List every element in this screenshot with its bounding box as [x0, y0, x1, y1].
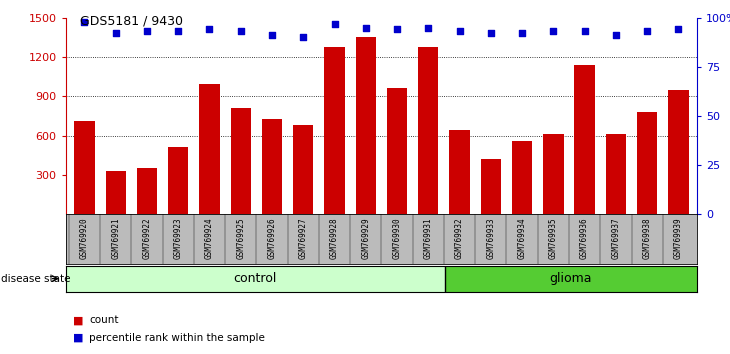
Point [172, 29, 184, 34]
Bar [637, 112, 657, 214]
Text: GSM769926: GSM769926 [267, 217, 277, 259]
Text: GSM769932: GSM769932 [455, 217, 464, 259]
Point [672, 27, 684, 32]
Point [328, 21, 340, 27]
Text: GSM769928: GSM769928 [330, 217, 339, 259]
Text: GSM769923: GSM769923 [174, 217, 182, 259]
Text: GSM769924: GSM769924 [205, 217, 214, 259]
Text: GSM769931: GSM769931 [424, 217, 433, 259]
Text: disease state: disease state [1, 274, 71, 284]
Bar [231, 108, 251, 214]
Point [79, 19, 91, 24]
Point [485, 30, 496, 36]
Bar [324, 46, 345, 214]
Point [297, 34, 309, 40]
Bar [137, 168, 157, 214]
Bar [293, 125, 313, 214]
Text: GSM769934: GSM769934 [518, 217, 526, 259]
Bar [168, 147, 188, 214]
Bar [543, 133, 564, 214]
Bar [199, 85, 220, 214]
Bar [575, 65, 595, 214]
Text: GSM769922: GSM769922 [142, 217, 152, 259]
Text: GSM769921: GSM769921 [111, 217, 120, 259]
Text: control: control [234, 272, 277, 285]
Point [423, 25, 434, 30]
Bar [606, 133, 626, 214]
Text: GSM769935: GSM769935 [549, 217, 558, 259]
Text: GSM769920: GSM769920 [80, 217, 89, 259]
Bar [106, 171, 126, 214]
Point [454, 29, 466, 34]
Text: GDS5181 / 9430: GDS5181 / 9430 [80, 14, 183, 27]
Point [391, 27, 403, 32]
Bar [356, 37, 376, 214]
Text: GSM769929: GSM769929 [361, 217, 370, 259]
Point [548, 29, 559, 34]
Text: GSM769936: GSM769936 [580, 217, 589, 259]
Text: GSM769938: GSM769938 [642, 217, 652, 259]
Point [360, 25, 372, 30]
Bar [387, 88, 407, 214]
Text: GSM769927: GSM769927 [299, 217, 308, 259]
Point [641, 29, 653, 34]
Bar [668, 90, 688, 214]
Bar [74, 121, 95, 214]
Text: GSM769937: GSM769937 [611, 217, 620, 259]
Text: GSM769930: GSM769930 [393, 217, 402, 259]
Text: ■: ■ [73, 315, 83, 325]
Bar [262, 119, 283, 214]
Text: GSM769933: GSM769933 [486, 217, 496, 259]
Point [204, 27, 215, 32]
Bar [66, 266, 445, 292]
Bar [450, 130, 469, 214]
Point [266, 33, 278, 38]
Point [610, 33, 622, 38]
Text: ■: ■ [73, 333, 83, 343]
Point [235, 29, 247, 34]
Bar [512, 141, 532, 214]
Point [579, 29, 591, 34]
Text: GSM769925: GSM769925 [237, 217, 245, 259]
Bar [445, 266, 697, 292]
Point [516, 30, 528, 36]
Bar [418, 47, 439, 214]
Text: percentile rank within the sample: percentile rank within the sample [89, 333, 265, 343]
Bar [480, 159, 501, 214]
Text: count: count [89, 315, 118, 325]
Text: glioma: glioma [550, 272, 592, 285]
Point [141, 29, 153, 34]
Point [110, 30, 122, 36]
Text: GSM769939: GSM769939 [674, 217, 683, 259]
